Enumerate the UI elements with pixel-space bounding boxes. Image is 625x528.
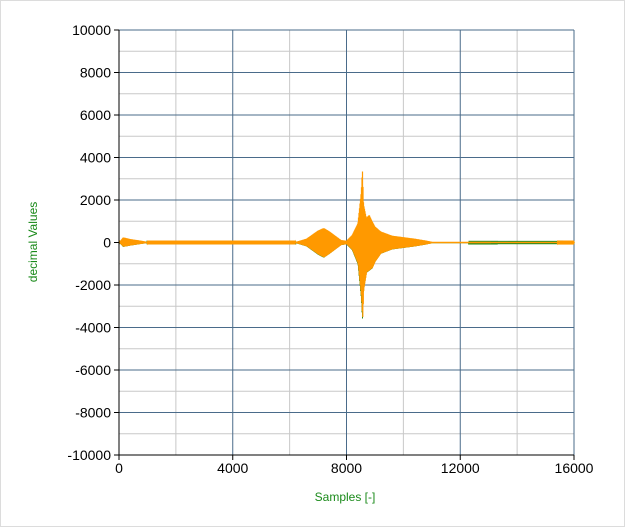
series-layer bbox=[118, 171, 575, 319]
y-tick-label: 8000 bbox=[80, 65, 111, 81]
x-tick-label: 16000 bbox=[555, 460, 594, 476]
y-tick-label: -6000 bbox=[75, 362, 111, 378]
y-axis-title: decimal Values bbox=[26, 202, 40, 282]
x-tick-label: 8000 bbox=[331, 460, 362, 476]
y-tick-label: 2000 bbox=[80, 192, 111, 208]
y-tick-label: -4000 bbox=[75, 320, 111, 336]
series-trace-0 bbox=[118, 171, 575, 318]
y-tick-label: -2000 bbox=[75, 277, 111, 293]
axes-layer bbox=[114, 29, 575, 460]
x-tick-labels: 0 4000 8000 12000 16000 bbox=[115, 460, 594, 476]
x-tick-label: 12000 bbox=[441, 460, 480, 476]
y-tick-labels: -10000 -8000 -6000 -4000 -2000 0 2000 4000 6000 8… bbox=[67, 22, 111, 463]
x-axis-title: Samples [-] bbox=[315, 490, 376, 504]
x-tick-label: 0 bbox=[115, 460, 123, 476]
y-tick-label: 6000 bbox=[80, 107, 111, 123]
x-tick-label: 4000 bbox=[217, 460, 248, 476]
y-tick-label: -10000 bbox=[67, 447, 111, 463]
y-tick-label: 0 bbox=[103, 235, 111, 251]
y-tick-label: -8000 bbox=[75, 405, 111, 421]
y-tick-label: 10000 bbox=[72, 22, 111, 38]
y-tick-label: 4000 bbox=[80, 150, 111, 166]
